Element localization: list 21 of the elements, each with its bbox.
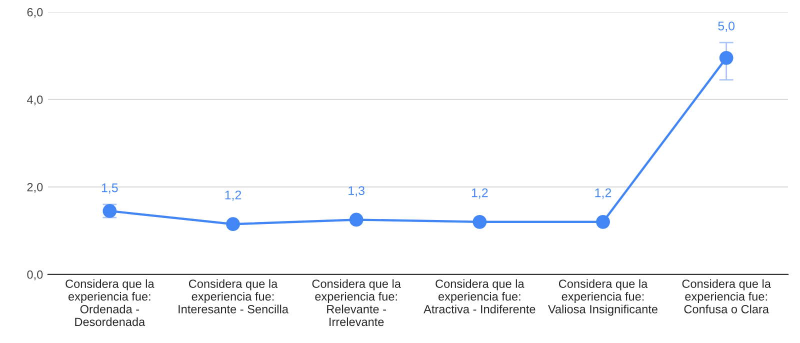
x-tick-label: Considera que la experiencia fue: Ordenada - Desordenada: [66, 279, 154, 326]
data-label: 5,0: [718, 22, 735, 32]
y-tick-label: 2,0: [27, 182, 43, 193]
point: [349, 212, 364, 227]
y-tick-label: 4,0: [27, 96, 43, 106]
point: [472, 214, 487, 229]
data-label: 1,3: [348, 186, 364, 197]
x-tick-label: Considera que la experiencia fue: Valiosa Insignificante: [548, 279, 658, 316]
data-label: 1,2: [595, 188, 612, 199]
x-tick-label: Considera que la experiencia fue: Atractiva - Indiferente: [424, 279, 536, 314]
data-label: 1,2: [472, 188, 488, 199]
point: [719, 50, 734, 65]
y-tick-label: 0,0: [27, 270, 43, 280]
point: [226, 217, 240, 232]
x-tick-label: Considera que la experiencia fue: Confusa o Clara: [682, 279, 771, 314]
x-tick-label: Considera que la experiencia fue: Interesante - Sencilla: [178, 279, 288, 314]
x-tick-label: Considera que la experiencia fue: Relevante - Irrelevante: [312, 279, 401, 326]
y-tick-label: 6,0: [27, 8, 43, 18]
point: [596, 214, 610, 229]
data-label: 1,5: [102, 184, 118, 194]
data-label: 1,2: [225, 190, 242, 201]
